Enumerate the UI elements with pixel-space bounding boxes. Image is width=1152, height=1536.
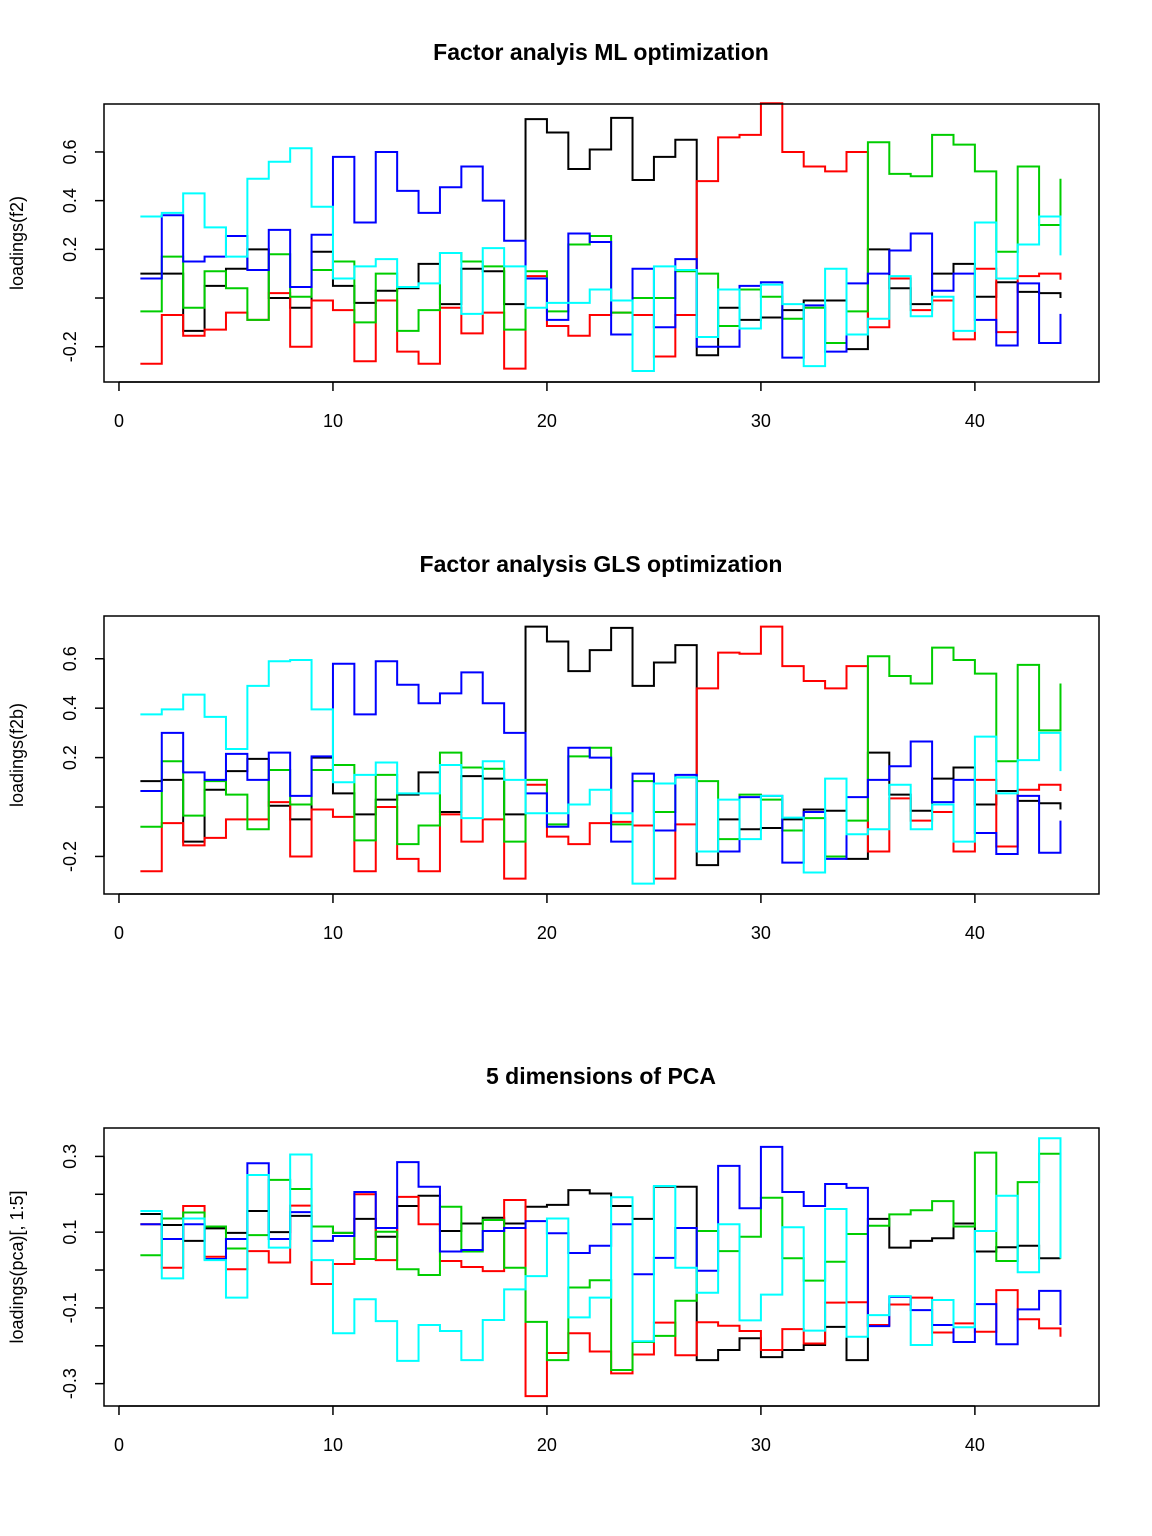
x-tick-label: 40 [965,1435,985,1455]
panel-ml: Factor analyis ML optimization loadings(… [7,39,1100,431]
y-tick-label: 0.6 [60,646,80,671]
y-tick-label: 0.4 [60,188,80,213]
x-tick-label: 0 [114,411,124,431]
x-tick-label: 30 [751,411,771,431]
x-tick-label: 10 [323,923,343,943]
series-line-3 [140,133,1062,345]
series-line-3 [140,646,1062,858]
y-tick-label: -0.3 [60,1368,80,1399]
x-tick-label: 20 [537,923,557,943]
y-tick-label: -0.2 [60,331,80,362]
series-line-5 [140,1137,1062,1362]
series-line-4 [140,150,1062,359]
y-tick-label: 0.3 [60,1144,80,1169]
series-line-3 [140,1151,1062,1372]
x-tick-label: 20 [537,411,557,431]
y-tick-label: 0.2 [60,745,80,770]
series-line-5 [140,147,1062,373]
x-tick-label: 30 [751,923,771,943]
x-tick-label: 30 [751,1435,771,1455]
y-tick-label: 0.4 [60,696,80,721]
y-axis-label: loadings(f2) [7,196,27,290]
series-line-1 [140,1185,1061,1362]
y-tick-label: 0.2 [60,237,80,262]
chart-title: 5 dimensions of PCA [486,1063,716,1089]
chart-title: Factor analyis ML optimization [433,39,769,65]
x-tick-label: 0 [114,1435,124,1455]
y-tick-label: 0.6 [60,139,80,164]
x-tick-label: 40 [965,923,985,943]
x-tick-label: 10 [323,411,343,431]
plot-frame [103,1127,1100,1407]
y-axis-label: loadings(f2b) [7,703,27,807]
x-tick-label: 40 [965,411,985,431]
panel-gls: Factor analysis GLS optimization loading… [7,551,1100,943]
x-tick-label: 10 [323,1435,343,1455]
series-line-4 [140,660,1062,864]
panel-pca: 5 dimensions of PCA loadings(pca)[, 1:5]… [7,1063,1100,1455]
series-line-2 [140,1193,1062,1398]
x-tick-label: 0 [114,923,124,943]
chart-title: Factor analysis GLS optimization [420,551,783,577]
plot-frame [103,615,1100,895]
series-line-4 [140,1145,1062,1346]
y-tick-label: -0.1 [60,1292,80,1323]
y-tick-label: 0.1 [60,1220,80,1245]
x-tick-label: 20 [537,1435,557,1455]
series-line-5 [140,658,1062,885]
y-tick-label: -0.2 [60,841,80,872]
y-axis-label: loadings(pca)[, 1:5] [7,1190,27,1343]
